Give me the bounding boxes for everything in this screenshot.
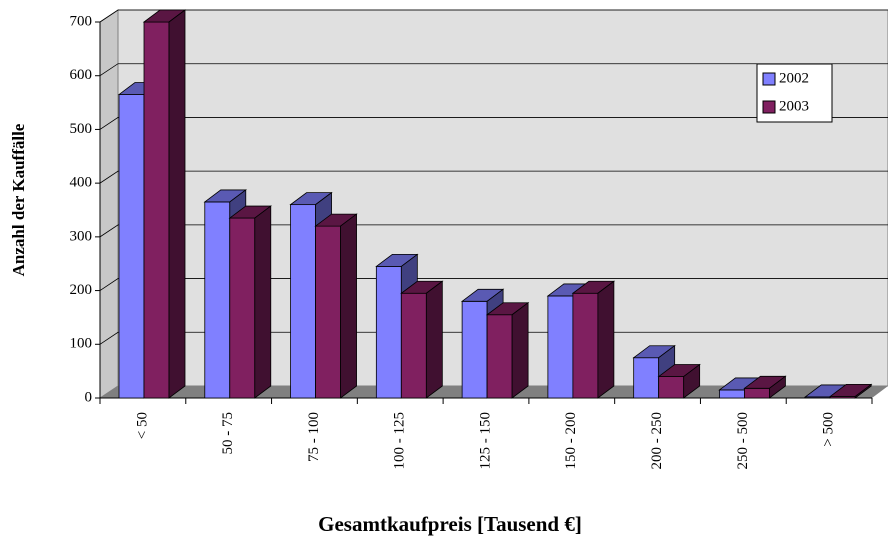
bar-3d: [314, 213, 358, 399]
bar: [290, 204, 316, 399]
x-tick-label: 100 - 125: [392, 412, 408, 470]
bar-3d: [571, 280, 616, 399]
bar: [719, 389, 745, 399]
bar-side: [854, 383, 872, 399]
bar-3d: [142, 9, 187, 399]
y-tick-label: 300: [70, 228, 93, 244]
bar: [633, 357, 660, 399]
y-tick-label: 100: [70, 336, 93, 352]
bar: [461, 300, 488, 399]
bar-side: [254, 205, 272, 399]
grid-line: [99, 170, 888, 184]
grid-line: [99, 331, 888, 345]
bar-side: [511, 301, 529, 399]
bar: [572, 292, 599, 399]
x-tick-label: 75 - 100: [306, 412, 322, 462]
bar: [486, 314, 513, 399]
y-axis-label: Anzahl der Kauffälle: [9, 123, 28, 276]
grid-line: [99, 278, 888, 291]
grid-line: [99, 63, 888, 77]
bar: [547, 295, 574, 399]
bar: [658, 376, 685, 399]
bar-side: [769, 375, 786, 399]
y-tick-label: 400: [70, 175, 93, 191]
x-axis-label: Gesamtkaufpreis [Tausend €]: [318, 512, 582, 536]
bar: [204, 201, 231, 399]
y-tick-label: 200: [70, 282, 93, 298]
bar-3d: [228, 205, 272, 399]
bar-3d: [485, 301, 530, 399]
y-tick-label: 0: [85, 389, 93, 405]
bar-side: [425, 280, 443, 399]
bar: [315, 225, 341, 399]
bar-side: [597, 280, 615, 399]
bar-3d: [743, 375, 787, 399]
bar: [143, 21, 170, 399]
y-tick-label: 500: [70, 121, 93, 137]
x-tick-label: 200 - 250: [649, 412, 665, 470]
legend-swatch: [762, 72, 776, 86]
grid-line: [99, 224, 888, 238]
bar: [229, 217, 256, 399]
grid-line: [99, 117, 888, 130]
bar: [744, 387, 770, 399]
legend-swatch: [762, 100, 776, 114]
bar-side: [168, 9, 186, 399]
bar-side: [340, 213, 357, 399]
grid-line: [99, 9, 888, 23]
x-tick-label: 250 - 500: [735, 412, 751, 470]
x-tick-label: 125 - 150: [477, 412, 493, 470]
x-tick-label: 50 - 75: [220, 412, 236, 455]
legend-label: 2003: [779, 98, 809, 114]
x-tick-label: > 500: [821, 412, 837, 447]
x-tick-label: 150 - 200: [563, 412, 579, 470]
bar: [375, 265, 402, 399]
side-wall: [99, 9, 119, 399]
bar-3d: [829, 383, 873, 399]
legend-label: 2002: [779, 70, 809, 86]
y-tick-label: 600: [70, 67, 93, 83]
bar-3d: [657, 363, 701, 399]
bar-3d: [400, 280, 444, 399]
bar: [118, 94, 145, 399]
x-tick-label: < 50: [134, 412, 150, 439]
bar-side: [683, 363, 701, 399]
bar: [400, 292, 427, 399]
y-tick-label: 700: [70, 13, 93, 29]
